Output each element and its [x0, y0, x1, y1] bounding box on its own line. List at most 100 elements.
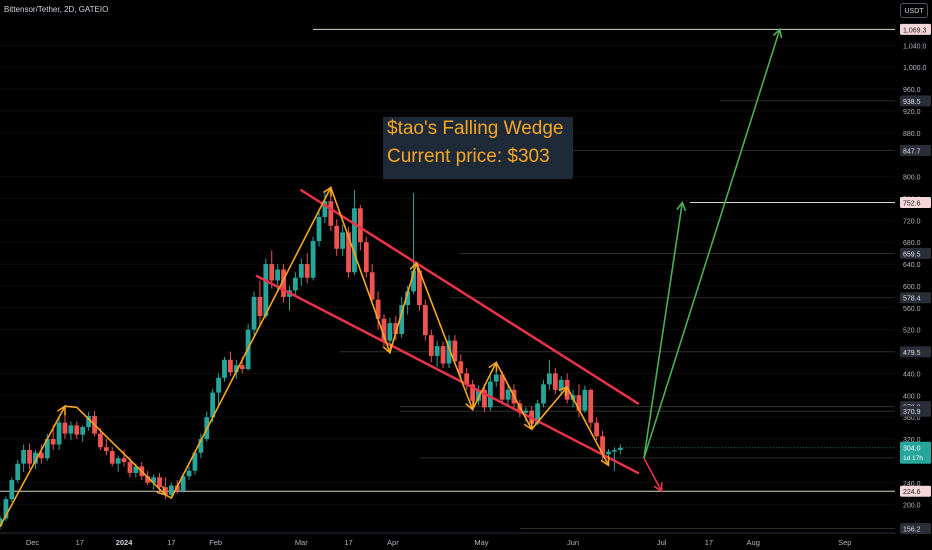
arrow-head: [523, 420, 533, 431]
price-tick-label: 800.0: [903, 175, 921, 182]
candle-body: [316, 217, 322, 242]
price-tick-label: 240.0: [903, 481, 921, 488]
candle-body: [109, 451, 115, 464]
price-tick-label: 360.0: [903, 415, 921, 422]
price-level-label: 752.6: [903, 200, 921, 207]
price-level-badge: [900, 346, 931, 358]
candle-body: [222, 359, 227, 378]
candle-body: [103, 447, 109, 452]
candle-body: [168, 485, 174, 495]
annotation-box[interactable]: [383, 117, 573, 179]
candle-body: [263, 264, 269, 317]
arrow-head: [653, 482, 663, 493]
candle-body: [98, 433, 103, 448]
candle-body: [15, 463, 21, 481]
candle-body: [393, 323, 399, 335]
candle-body: [387, 323, 393, 341]
candle-body: [68, 425, 74, 434]
projection-arrows: [643, 27, 783, 493]
price-level-label: 370.9: [903, 409, 921, 416]
price-tick-label: 880.0: [903, 131, 921, 138]
price-level-label: 1,069.3: [903, 27, 926, 34]
price-tick-label: 640.0: [903, 262, 921, 269]
wave-path: [0, 186, 610, 527]
candle-body: [269, 264, 275, 281]
candle-body: [127, 462, 133, 473]
wave-path-line: [0, 186, 610, 527]
candle-body: [340, 232, 346, 249]
candle-body: [145, 476, 151, 483]
time-tick-label: Aug: [747, 538, 760, 547]
price-level-badge: [900, 523, 931, 535]
time-tick-label: 17: [705, 538, 713, 547]
time-tick-label: Dec: [26, 538, 40, 547]
candle-body: [369, 272, 375, 300]
candle-body: [535, 403, 540, 424]
candlestick-series: [0, 190, 623, 530]
arrow-head: [382, 343, 393, 355]
candle-body: [523, 410, 529, 413]
price-level-label: 224.6: [903, 489, 921, 496]
candle-body: [352, 208, 357, 273]
candle-body: [440, 346, 446, 364]
candle-body: [422, 305, 428, 336]
candle-body: [38, 452, 44, 459]
candle-body: [86, 416, 92, 428]
candle-body: [588, 389, 594, 423]
candle-body: [180, 476, 186, 491]
candle-body: [121, 458, 127, 463]
price-level-badge: [900, 405, 931, 417]
annotation-subtitle: Current price: $303: [387, 146, 550, 167]
price-tick-label: 1,000.0: [903, 65, 926, 72]
candle-body: [0, 518, 3, 527]
candle-body: [210, 392, 216, 418]
candle-body: [328, 201, 334, 226]
candle-body: [446, 340, 452, 364]
price-level-label: 156.2: [903, 527, 921, 534]
candle-body: [434, 346, 440, 356]
countdown-label: 1d 17h: [903, 455, 923, 462]
candle-body: [458, 361, 464, 374]
price-grid: [0, 44, 895, 506]
candle-body: [357, 208, 363, 243]
candle-body: [611, 449, 617, 452]
candle-body: [192, 452, 198, 471]
candle-body: [606, 451, 611, 455]
candle-body: [74, 425, 80, 435]
time-tick-label: 2024: [116, 538, 134, 547]
candle-body: [50, 439, 56, 445]
price-level-badge: [900, 144, 931, 156]
arrow-head: [488, 360, 498, 372]
candle-body: [157, 477, 162, 488]
price-tick-label: 680.0: [903, 240, 921, 247]
candle-body: [33, 452, 38, 464]
candle-body: [133, 466, 139, 473]
time-tick-label: Jul: [657, 538, 667, 547]
annotation-title: $tao's Falling Wedge: [387, 118, 564, 139]
candle-body: [310, 241, 316, 278]
time-tick-label: Mar: [295, 538, 308, 547]
projection-line: [643, 202, 684, 459]
candle-body: [346, 232, 351, 273]
price-tick-label: 560.0: [903, 306, 921, 313]
candle-body: [115, 458, 121, 464]
price-level-label: 847.7: [903, 148, 921, 155]
symbol-info: Bittensor/Tether, 2D, GATEIO: [4, 5, 109, 14]
candle-body: [547, 373, 552, 385]
candle-body: [9, 480, 15, 500]
candle-body: [417, 270, 422, 306]
price-tick-label: 200.0: [903, 503, 921, 510]
falling-wedge: [255, 188, 640, 475]
time-axis: Dec 17 2024 17 Feb Mar 17 Apr May Jun Jul 17 Aug Sep: [0, 532, 896, 547]
candle-body: [151, 477, 156, 483]
candle-body: [281, 269, 286, 297]
wedge-line: [300, 188, 640, 405]
candle-body: [487, 381, 493, 408]
candle-body: [62, 422, 68, 434]
price-tick-label: 720.0: [903, 218, 921, 225]
currency-button[interactable]: USDT: [900, 3, 928, 18]
candle-body: [322, 201, 328, 218]
candle-body: [80, 427, 86, 435]
time-tick-label: 17: [76, 538, 84, 547]
